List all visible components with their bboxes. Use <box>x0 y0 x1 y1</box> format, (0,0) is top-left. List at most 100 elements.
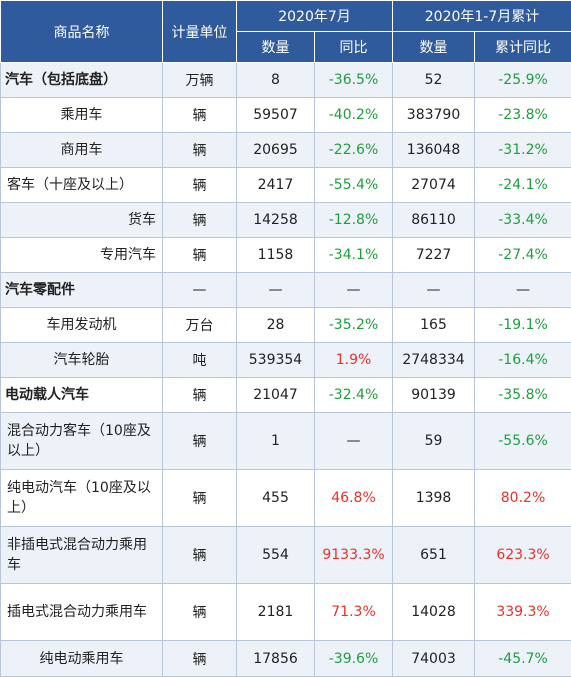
table-row: 客车（十座及以上） 辆 2417 -55.4% 27074 -24.1% <box>1 168 571 203</box>
row-cumulative-quantity: 27074 <box>393 168 475 203</box>
header-cumulative-group: 2020年1-7月累计 <box>393 1 571 32</box>
row-yoy: -12.8% <box>315 203 393 238</box>
header-cumulative-quantity: 数量 <box>393 32 475 63</box>
row-cumulative-yoy: -45.7% <box>475 641 571 677</box>
row-yoy: -35.2% <box>315 308 393 343</box>
row-cumulative-yoy: 80.2% <box>475 470 571 527</box>
row-cumulative-yoy: -23.8% <box>475 98 571 133</box>
row-unit: 辆 <box>163 413 237 470</box>
row-unit: 万辆 <box>163 63 237 98</box>
row-cumulative-quantity: 136048 <box>393 133 475 168</box>
row-cumulative-yoy: -25.9% <box>475 63 571 98</box>
row-yoy: -40.2% <box>315 98 393 133</box>
row-quantity: 8 <box>237 63 315 98</box>
row-cumulative-quantity: 74003 <box>393 641 475 677</box>
row-unit: 辆 <box>163 98 237 133</box>
row-cumulative-quantity: 165 <box>393 308 475 343</box>
row-unit: 辆 <box>163 378 237 413</box>
row-name: 专用汽车 <box>1 238 163 273</box>
row-name: 纯电动汽车（10座及以上） <box>1 470 163 527</box>
row-unit: 辆 <box>163 470 237 527</box>
row-cumulative-yoy: 623.3% <box>475 527 571 584</box>
row-cumulative-quantity: 2748334 <box>393 343 475 378</box>
row-yoy: 9133.3% <box>315 527 393 584</box>
row-quantity: 17856 <box>237 641 315 677</box>
row-quantity: 14258 <box>237 203 315 238</box>
row-name: 汽车零配件 <box>1 273 163 308</box>
table-row: 商用车 辆 20695 -22.6% 136048 -31.2% <box>1 133 571 168</box>
header-product-name: 商品名称 <box>1 1 163 63</box>
row-name: 客车（十座及以上） <box>1 168 163 203</box>
row-unit: 辆 <box>163 133 237 168</box>
row-yoy: 1.9% <box>315 343 393 378</box>
row-quantity: 20695 <box>237 133 315 168</box>
row-cumulative-yoy: -35.8% <box>475 378 571 413</box>
row-cumulative-yoy: -16.4% <box>475 343 571 378</box>
header-cumulative-yoy: 累计同比 <box>475 32 571 63</box>
row-cumulative-quantity: 59 <box>393 413 475 470</box>
row-name: 非插电式混合动力乘用车 <box>1 527 163 584</box>
row-yoy: — <box>315 273 393 308</box>
row-cumulative-quantity: 7227 <box>393 238 475 273</box>
header-yoy: 同比 <box>315 32 393 63</box>
row-quantity: 1 <box>237 413 315 470</box>
header-month-group: 2020年7月 <box>237 1 393 32</box>
table-row: 专用汽车 辆 1158 -34.1% 7227 -27.4% <box>1 238 571 273</box>
row-yoy: -32.4% <box>315 378 393 413</box>
row-name: 乘用车 <box>1 98 163 133</box>
row-cumulative-yoy: -31.2% <box>475 133 571 168</box>
row-cumulative-yoy: 339.3% <box>475 584 571 641</box>
row-quantity: — <box>237 273 315 308</box>
row-yoy: -22.6% <box>315 133 393 168</box>
row-cumulative-quantity: 90139 <box>393 378 475 413</box>
row-yoy: -36.5% <box>315 63 393 98</box>
table-row: 汽车（包括底盘） 万辆 8 -36.5% 52 -25.9% <box>1 63 571 98</box>
row-yoy: -34.1% <box>315 238 393 273</box>
row-quantity: 2181 <box>237 584 315 641</box>
row-cumulative-quantity: 1398 <box>393 470 475 527</box>
header-quantity: 数量 <box>237 32 315 63</box>
table-row: 插电式混合动力乘用车 辆 2181 71.3% 14028 339.3% <box>1 584 571 641</box>
table-row: 非插电式混合动力乘用车 辆 554 9133.3% 651 623.3% <box>1 527 571 584</box>
row-cumulative-quantity: 52 <box>393 63 475 98</box>
row-unit: 万台 <box>163 308 237 343</box>
row-yoy: -55.4% <box>315 168 393 203</box>
row-unit: 辆 <box>163 203 237 238</box>
row-yoy: 71.3% <box>315 584 393 641</box>
table-row: 汽车轮胎 吨 539354 1.9% 2748334 -16.4% <box>1 343 571 378</box>
row-quantity: 21047 <box>237 378 315 413</box>
row-name: 混合动力客车（10座及以上） <box>1 413 163 470</box>
table-row: 纯电动乘用车 辆 17856 -39.6% 74003 -45.7% <box>1 641 571 677</box>
row-name: 汽车轮胎 <box>1 343 163 378</box>
row-quantity: 59507 <box>237 98 315 133</box>
table-row: 电动载人汽车 辆 21047 -32.4% 90139 -35.8% <box>1 378 571 413</box>
row-yoy: 46.8% <box>315 470 393 527</box>
table-row: 混合动力客车（10座及以上） 辆 1 — 59 -55.6% <box>1 413 571 470</box>
row-name: 电动载人汽车 <box>1 378 163 413</box>
row-quantity: 2417 <box>237 168 315 203</box>
row-quantity: 455 <box>237 470 315 527</box>
row-name: 纯电动乘用车 <box>1 641 163 677</box>
table-row: 车用发动机 万台 28 -35.2% 165 -19.1% <box>1 308 571 343</box>
row-name: 商用车 <box>1 133 163 168</box>
row-cumulative-yoy: -55.6% <box>475 413 571 470</box>
row-cumulative-quantity: 86110 <box>393 203 475 238</box>
row-cumulative-quantity: 383790 <box>393 98 475 133</box>
row-cumulative-quantity: 651 <box>393 527 475 584</box>
row-quantity: 28 <box>237 308 315 343</box>
row-unit: 吨 <box>163 343 237 378</box>
row-cumulative-yoy: -27.4% <box>475 238 571 273</box>
row-name: 货车 <box>1 203 163 238</box>
row-unit: — <box>163 273 237 308</box>
row-name: 汽车（包括底盘） <box>1 63 163 98</box>
row-unit: 辆 <box>163 641 237 677</box>
row-cumulative-yoy: — <box>475 273 571 308</box>
row-cumulative-quantity: — <box>393 273 475 308</box>
row-quantity: 539354 <box>237 343 315 378</box>
table-row: 货车 辆 14258 -12.8% 86110 -33.4% <box>1 203 571 238</box>
row-unit: 辆 <box>163 584 237 641</box>
row-cumulative-yoy: -24.1% <box>475 168 571 203</box>
header-unit: 计量单位 <box>163 1 237 63</box>
row-name: 插电式混合动力乘用车 <box>1 584 163 641</box>
row-unit: 辆 <box>163 168 237 203</box>
